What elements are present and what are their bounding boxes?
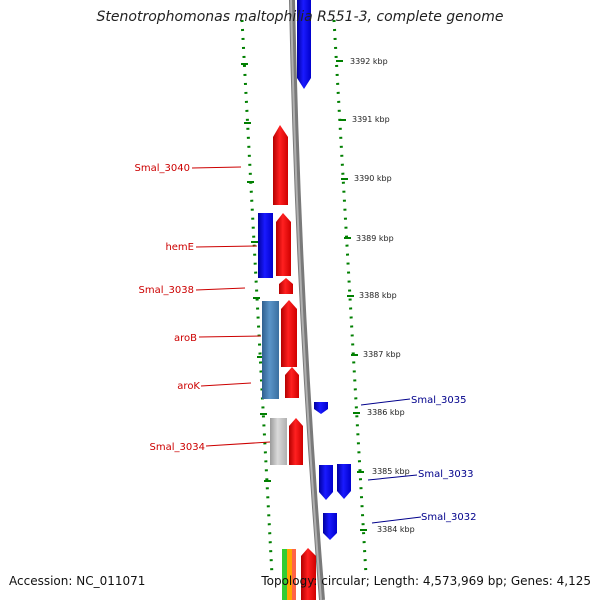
kbp-tick-label: 3387 kbp <box>363 350 401 359</box>
gene-aroB-reverse[interactable] <box>262 301 279 399</box>
topology-value: circular <box>321 574 366 588</box>
gene-top-blue[interactable] <box>297 0 311 89</box>
gene-hemE-reverse[interactable] <box>258 213 273 278</box>
genes-label: Genes: <box>510 574 553 588</box>
gene-label-aroK[interactable]: aroK <box>177 381 200 392</box>
major-ticks-right <box>336 60 367 531</box>
gene-label-smal-3040[interactable]: Smal_3040 <box>135 163 190 174</box>
gene-bottom-multicolor[interactable] <box>282 548 316 600</box>
kbp-tick-label: 3389 kbp <box>356 234 394 243</box>
gene-label-aroB[interactable]: aroB <box>174 333 197 344</box>
genes-value: 4,125 <box>556 574 591 588</box>
gene-smal-3033[interactable] <box>319 464 351 500</box>
gene-aroB[interactable] <box>281 300 297 367</box>
gene-smal-3038[interactable] <box>279 278 293 294</box>
accession-label: Accession: <box>9 574 73 588</box>
length-value: 4,573,969 bp <box>422 574 503 588</box>
kbp-tick-label: 3392 kbp <box>350 57 388 66</box>
topology-label: Topology: <box>261 574 318 588</box>
length-label: Length: <box>373 574 420 588</box>
accession-info: Accession: NC_011071 <box>9 574 145 588</box>
gene-label-hemE[interactable]: hemE <box>165 242 194 253</box>
gene-smal-3035[interactable] <box>314 402 328 414</box>
gene-smal-3040[interactable] <box>273 125 288 205</box>
gene-aroK[interactable] <box>285 367 299 398</box>
gene-label-smal-3035[interactable]: Smal_3035 <box>411 395 466 406</box>
major-ticks-left <box>241 63 271 482</box>
label-leaders <box>191 166 422 524</box>
genome-title: Stenotrophomonas maltophilia R551-3, com… <box>96 9 504 25</box>
gene-label-smal-3038[interactable]: Smal_3038 <box>139 285 194 296</box>
kbp-tick-label: 3390 kbp <box>354 174 392 183</box>
kbp-tick-label: 3385 kbp <box>372 467 410 476</box>
accession-value: NC_011071 <box>76 574 146 588</box>
gene-smal-3034[interactable] <box>289 418 303 465</box>
kbp-tick-label: 3391 kbp <box>352 115 390 124</box>
genome-stats: Topology: circular; Length: 4,573,969 bp… <box>261 574 591 588</box>
gene-label-smal-3032[interactable]: Smal_3032 <box>421 512 476 523</box>
gene-hemE[interactable] <box>276 213 291 276</box>
gene-smal-3034-pseudo[interactable] <box>270 418 287 465</box>
gene-label-smal-3034[interactable]: Smal_3034 <box>150 442 205 453</box>
gene-label-smal-3033[interactable]: Smal_3033 <box>418 469 473 480</box>
kbp-tick-label: 3386 kbp <box>367 408 405 417</box>
kbp-tick-label: 3388 kbp <box>359 291 397 300</box>
kbp-tick-label: 3384 kbp <box>377 525 415 534</box>
genome-backbone <box>289 0 325 600</box>
gene-smal-3032[interactable] <box>323 513 337 540</box>
